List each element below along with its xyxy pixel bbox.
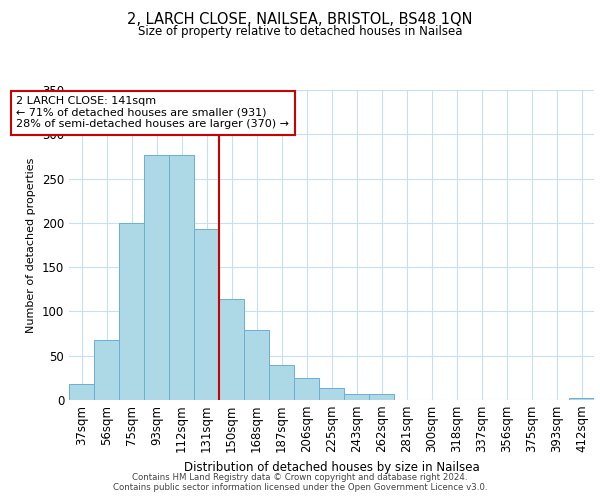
Y-axis label: Number of detached properties: Number of detached properties [26, 158, 37, 332]
Bar [144, 154, 169, 400]
Bar [269, 364, 294, 400]
Bar [244, 330, 269, 400]
Bar [319, 388, 344, 400]
Bar [194, 229, 219, 400]
Bar [119, 223, 144, 400]
Bar [569, 398, 594, 400]
Bar [169, 154, 194, 400]
Bar [219, 299, 244, 400]
Bar [294, 378, 319, 400]
Text: 2 LARCH CLOSE: 141sqm
← 71% of detached houses are smaller (931)
28% of semi-det: 2 LARCH CLOSE: 141sqm ← 71% of detached … [17, 96, 290, 130]
Bar [344, 394, 369, 400]
Text: 2, LARCH CLOSE, NAILSEA, BRISTOL, BS48 1QN: 2, LARCH CLOSE, NAILSEA, BRISTOL, BS48 1… [127, 12, 473, 28]
Text: Size of property relative to detached houses in Nailsea: Size of property relative to detached ho… [138, 25, 462, 38]
Bar [69, 384, 94, 400]
Bar [369, 394, 394, 400]
Text: Contains HM Land Registry data © Crown copyright and database right 2024.
Contai: Contains HM Land Registry data © Crown c… [113, 473, 487, 492]
Bar [94, 340, 119, 400]
X-axis label: Distribution of detached houses by size in Nailsea: Distribution of detached houses by size … [184, 461, 479, 474]
